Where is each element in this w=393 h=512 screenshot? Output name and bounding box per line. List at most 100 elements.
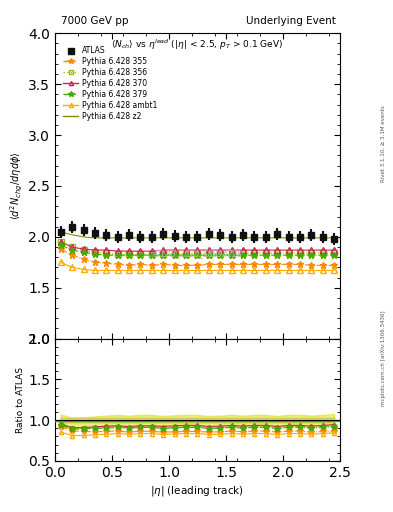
Pythia 6.428 379: [207, 252, 211, 258]
Pythia 6.428 ambt1: [286, 267, 291, 273]
Pythia 6.428 355: [309, 262, 314, 268]
Pythia 6.428 370: [116, 248, 120, 254]
Pythia 6.428 356: [252, 250, 257, 256]
Pythia 6.428 ambt1: [93, 267, 97, 273]
Pythia 6.428 z2: [207, 235, 211, 241]
Pythia 6.428 ambt1: [332, 267, 337, 273]
Pythia 6.428 ambt1: [116, 267, 120, 273]
Pythia 6.428 ambt1: [321, 267, 325, 273]
Pythia 6.428 ambt1: [275, 267, 280, 273]
Pythia 6.428 355: [81, 256, 86, 262]
Pythia 6.428 379: [104, 252, 108, 258]
Pythia 6.428 379: [264, 252, 268, 258]
Pythia 6.428 z2: [321, 235, 325, 241]
Pythia 6.428 356: [150, 251, 154, 257]
Line: Pythia 6.428 370: Pythia 6.428 370: [58, 239, 337, 254]
Pythia 6.428 379: [321, 252, 325, 258]
Pythia 6.428 355: [184, 262, 189, 268]
Pythia 6.428 370: [264, 247, 268, 253]
Pythia 6.428 370: [252, 247, 257, 253]
Pythia 6.428 356: [70, 244, 75, 250]
Pythia 6.428 356: [298, 250, 303, 256]
Pythia 6.428 ambt1: [173, 267, 177, 273]
Pythia 6.428 356: [286, 250, 291, 256]
Pythia 6.428 370: [104, 247, 108, 253]
Pythia 6.428 355: [93, 259, 97, 265]
Pythia 6.428 355: [138, 261, 143, 267]
Pythia 6.428 ambt1: [230, 267, 234, 273]
Pythia 6.428 379: [93, 251, 97, 257]
Pythia 6.428 z2: [275, 235, 280, 241]
Pythia 6.428 z2: [70, 232, 75, 238]
Pythia 6.428 356: [138, 251, 143, 257]
Pythia 6.428 ambt1: [70, 264, 75, 270]
Pythia 6.428 356: [195, 251, 200, 257]
Pythia 6.428 355: [332, 262, 337, 268]
Pythia 6.428 370: [321, 247, 325, 253]
Pythia 6.428 355: [298, 261, 303, 267]
Pythia 6.428 379: [184, 252, 189, 258]
Pythia 6.428 356: [207, 251, 211, 257]
Pythia 6.428 ambt1: [184, 267, 189, 273]
Pythia 6.428 370: [127, 248, 132, 254]
Pythia 6.428 ambt1: [309, 267, 314, 273]
X-axis label: $|\eta|$ (leading track): $|\eta|$ (leading track): [151, 484, 244, 498]
Pythia 6.428 ambt1: [298, 267, 303, 273]
Pythia 6.428 z2: [150, 235, 154, 241]
Pythia 6.428 370: [275, 247, 280, 253]
Pythia 6.428 379: [252, 252, 257, 258]
Pythia 6.428 379: [286, 252, 291, 258]
Pythia 6.428 355: [70, 252, 75, 258]
Pythia 6.428 356: [275, 250, 280, 256]
Pythia 6.428 z2: [127, 235, 132, 241]
Pythia 6.428 ambt1: [218, 267, 223, 273]
Pythia 6.428 370: [138, 248, 143, 254]
Pythia 6.428 355: [127, 262, 132, 268]
Pythia 6.428 355: [241, 261, 245, 267]
Pythia 6.428 370: [218, 247, 223, 253]
Pythia 6.428 356: [81, 247, 86, 253]
Pythia 6.428 379: [150, 252, 154, 258]
Y-axis label: Ratio to ATLAS: Ratio to ATLAS: [17, 367, 26, 433]
Pythia 6.428 356: [173, 251, 177, 257]
Pythia 6.428 370: [230, 247, 234, 253]
Pythia 6.428 z2: [252, 235, 257, 241]
Y-axis label: $\langle d^2 N_{chg}/d\eta d\phi\rangle$: $\langle d^2 N_{chg}/d\eta d\phi\rangle$: [9, 152, 26, 220]
Pythia 6.428 z2: [104, 235, 108, 241]
Pythia 6.428 ambt1: [264, 267, 268, 273]
Pythia 6.428 379: [332, 252, 337, 258]
Pythia 6.428 370: [286, 247, 291, 253]
Pythia 6.428 379: [161, 252, 166, 258]
Pythia 6.428 355: [218, 261, 223, 267]
Pythia 6.428 z2: [286, 235, 291, 241]
Pythia 6.428 370: [161, 247, 166, 253]
Text: $\langle N_{ch}\rangle$ vs $\eta^{lead}$ ($|\eta|$ < 2.5, $p_T$ > 0.1 GeV): $\langle N_{ch}\rangle$ vs $\eta^{lead}$…: [111, 38, 284, 52]
Pythia 6.428 356: [218, 251, 223, 257]
Pythia 6.428 ambt1: [81, 266, 86, 272]
Pythia 6.428 356: [309, 250, 314, 256]
Pythia 6.428 ambt1: [104, 267, 108, 273]
Line: Pythia 6.428 356: Pythia 6.428 356: [58, 239, 337, 257]
Pythia 6.428 355: [150, 262, 154, 268]
Pythia 6.428 379: [241, 252, 245, 258]
Pythia 6.428 370: [184, 247, 189, 253]
Pythia 6.428 370: [207, 247, 211, 253]
Pythia 6.428 379: [59, 242, 63, 248]
Pythia 6.428 356: [116, 251, 120, 257]
Pythia 6.428 370: [59, 239, 63, 245]
Pythia 6.428 356: [321, 250, 325, 256]
Pythia 6.428 ambt1: [207, 267, 211, 273]
Pythia 6.428 ambt1: [127, 267, 132, 273]
Pythia 6.428 355: [207, 261, 211, 267]
Pythia 6.428 356: [332, 250, 337, 256]
Pythia 6.428 ambt1: [138, 267, 143, 273]
Pythia 6.428 356: [230, 251, 234, 257]
Text: mcplots.cern.ch [arXiv:1306.3436]: mcplots.cern.ch [arXiv:1306.3436]: [381, 311, 386, 406]
Line: Pythia 6.428 355: Pythia 6.428 355: [57, 246, 338, 269]
Pythia 6.428 379: [230, 252, 234, 258]
Pythia 6.428 379: [195, 252, 200, 258]
Pythia 6.428 z2: [116, 235, 120, 241]
Pythia 6.428 ambt1: [161, 267, 166, 273]
Pythia 6.428 370: [93, 247, 97, 253]
Pythia 6.428 379: [275, 252, 280, 258]
